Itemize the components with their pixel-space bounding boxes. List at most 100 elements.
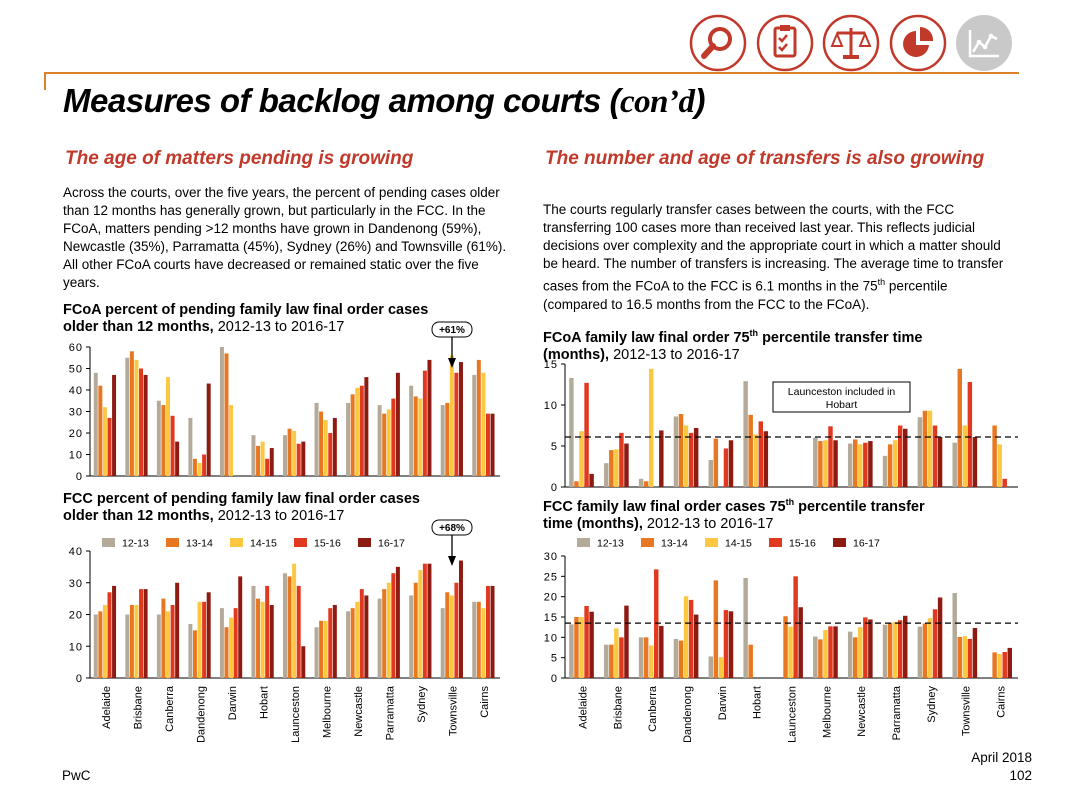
balance-scale-icon: [822, 14, 880, 72]
bar: [328, 608, 333, 678]
bar: [579, 431, 584, 487]
magnifier-icon: [689, 14, 747, 72]
chart1-title: FCoA percent of pending family law final…: [63, 302, 429, 335]
category-label: Adelaide: [101, 686, 113, 729]
bar: [828, 426, 833, 487]
legend-swatch: [294, 538, 307, 547]
left-body: Across the courts, over the five years, …: [63, 185, 507, 290]
legend-swatch: [641, 538, 654, 547]
bar: [882, 455, 888, 487]
y-tick-label: 60: [69, 342, 83, 354]
bar: [1002, 478, 1007, 487]
bar: [301, 646, 306, 678]
category-label: Dandenong: [682, 686, 694, 743]
bar: [107, 592, 112, 678]
bar: [748, 414, 753, 487]
y-tick-label: 15: [544, 612, 558, 624]
bar: [678, 640, 684, 678]
category-label: Cairns: [479, 686, 491, 718]
bar: [868, 619, 873, 678]
bar: [997, 654, 1002, 678]
bar: [962, 636, 968, 678]
bar: [382, 589, 387, 678]
bar: [614, 449, 619, 487]
bar: [683, 425, 689, 487]
bar: [202, 454, 207, 476]
bar: [937, 436, 943, 487]
bar: [323, 620, 328, 678]
bar: [292, 430, 297, 476]
bar: [569, 377, 574, 487]
bar: [758, 421, 764, 487]
footer-brand: PwC: [62, 768, 91, 783]
legend-label: 14-15: [725, 538, 752, 550]
left-subhead: The age of matters pending is growing: [65, 148, 414, 169]
bar: [490, 413, 495, 476]
bar: [992, 425, 997, 487]
footer-page-number: 102: [1009, 768, 1032, 783]
bar: [139, 368, 144, 476]
bar: [364, 595, 369, 678]
bar: [903, 615, 908, 678]
bar: [962, 425, 968, 487]
bar: [459, 362, 463, 476]
bar: [256, 445, 261, 476]
legend-swatch: [230, 538, 243, 547]
bar: [823, 630, 828, 678]
bar: [269, 448, 274, 476]
bar: [967, 382, 973, 487]
bar: [952, 442, 957, 487]
bar: [1002, 651, 1007, 678]
bar: [93, 614, 98, 678]
bar: [188, 624, 193, 678]
bar: [897, 620, 903, 678]
bar: [813, 437, 818, 487]
bar: [868, 441, 873, 487]
bar: [659, 625, 664, 678]
bar: [897, 425, 903, 487]
bar: [395, 566, 400, 678]
y-tick-label: 10: [544, 400, 558, 412]
bar: [251, 585, 256, 678]
y-tick-label: 5: [551, 653, 558, 665]
bar: [584, 382, 589, 487]
bar: [932, 425, 938, 487]
legend-swatch: [166, 538, 179, 547]
bar: [589, 611, 594, 678]
bar: [175, 441, 180, 476]
category-label: Sydney: [416, 686, 428, 723]
bar: [224, 627, 229, 678]
page-title: Measures of backlog among courts (con’d): [63, 82, 705, 120]
category-label: Townsville: [448, 686, 460, 736]
bar: [763, 431, 769, 487]
bar: [693, 427, 699, 487]
bar: [125, 614, 130, 678]
bar: [161, 598, 166, 678]
bar: [364, 377, 369, 476]
category-label: Newcastle: [856, 686, 868, 737]
bar: [332, 417, 337, 476]
bar: [472, 601, 477, 678]
legend-label: 15-16: [314, 538, 341, 550]
bar: [287, 576, 292, 678]
bar: [229, 405, 234, 476]
bar: [449, 595, 454, 678]
growth-badge-label: +68%: [439, 523, 465, 534]
category-label: Melbourne: [821, 686, 833, 738]
bar: [485, 585, 490, 678]
chart3-title: FCoA family law final order 75th percent…: [543, 328, 923, 363]
bar: [377, 405, 382, 476]
bar: [957, 368, 962, 487]
growth-badge-label: +61%: [439, 325, 465, 336]
bar: [409, 385, 414, 476]
bar: [847, 631, 853, 678]
bar: [793, 576, 798, 678]
category-label: Adelaide: [577, 686, 589, 729]
y-tick-label: 0: [76, 471, 83, 483]
bar: [188, 417, 193, 476]
bar: [346, 611, 351, 678]
bar: [818, 639, 823, 678]
y-tick-label: 50: [69, 364, 83, 376]
bar: [292, 563, 297, 678]
bar: [449, 355, 454, 476]
